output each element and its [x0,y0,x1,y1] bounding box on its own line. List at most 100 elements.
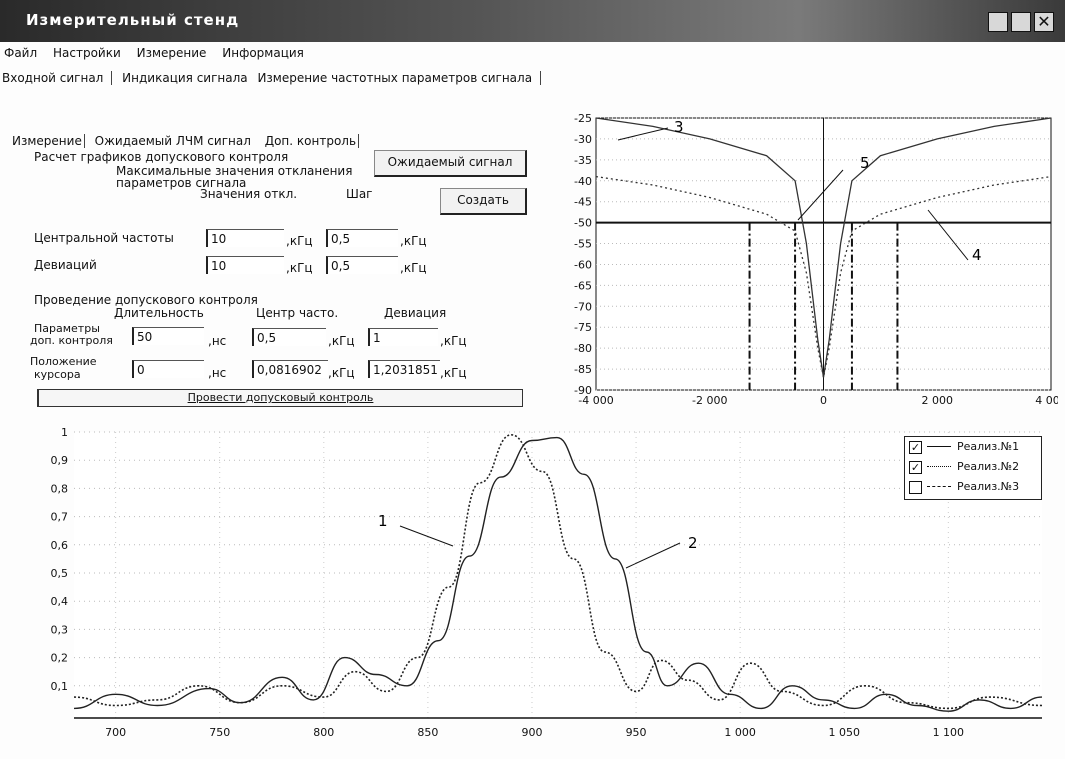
control-title: Проведение допускового контроля [34,293,258,307]
center-col-label: Центр часто. [256,306,338,320]
tab-expected-lfm[interactable]: Ожидаемый ЛЧМ сигнал [95,134,251,148]
menu-file[interactable]: Файл [4,46,37,60]
x-tick-label: 1 100 [933,726,965,739]
y-tick-label: 0,1 [51,680,69,693]
sub-tabs: Измерение Ожидаемый ЛЧМ сигнал Доп. конт… [12,134,365,148]
x-tick-label: 900 [521,726,542,739]
params-deviation-field[interactable]: 1 [368,328,438,346]
menu-info[interactable]: Информация [222,46,304,60]
spectrum-chart: 1 0,9 0,8 0,7 0,6 0,5 0,4 0,3 0,2 0,1 700 750 800 850… [8,428,1058,746]
tab-measurement[interactable]: Измерение [12,134,82,148]
annotation-label: 5 [860,154,870,172]
y-tick-label: 0,9 [51,454,69,467]
params-duration-field[interactable]: 50 [132,327,204,345]
unit-label: ,кГц [400,261,427,275]
y-tick-label: -85 [574,363,592,376]
annotation-label: 1 [378,512,388,530]
x-tick-label: 850 [417,726,438,739]
minimize-icon[interactable] [988,12,1008,32]
x-tick-label: 700 [105,726,126,739]
y-tick-label: -80 [574,342,592,355]
unit-label: ,кГц [400,234,427,248]
tab-frequency-measurement[interactable]: Измерение частотных параметров сигнала [257,71,532,85]
unit-label: ,кГц [440,366,467,380]
params-label-2: доп. контроля [30,334,113,347]
legend-line-dotted [927,466,951,467]
unit-label: ,кГц [328,366,355,380]
y-tick-label: 0,3 [51,623,69,636]
annotation-label: 3 [674,118,684,136]
x-tick-label: 1 000 [724,726,756,739]
center-freq-field[interactable]: 10 [206,229,284,247]
legend-label: Реализ.№1 [957,440,1019,453]
cursor-duration-field[interactable]: 0 [132,360,204,378]
y-tick-label: -65 [574,279,592,292]
annotation-label: 2 [688,534,698,552]
legend-checkbox-2[interactable]: ✓ [909,461,922,474]
legend-checkbox-1[interactable]: ✓ [909,441,922,454]
legend-checkbox-3[interactable] [909,481,922,494]
deviation-step-field[interactable]: 0,5 [326,256,398,274]
unit-label: ,нс [208,334,226,348]
legend-line-dashdot [927,486,951,487]
deviation-col-label: Девиация [384,306,446,320]
legend-label: Реализ.№3 [957,480,1019,493]
y-tick-label: 0,4 [51,595,69,608]
y-tick-label: -45 [574,196,592,209]
params-center-field[interactable]: 0,5 [252,328,326,346]
legend-item[interactable]: ✓ Реализ.№2 [905,457,1041,477]
x-tick-label: 800 [313,726,334,739]
x-tick-label: -4 000 [578,394,613,407]
cursor-label-1: Положение [30,355,97,368]
create-button[interactable]: Создать [440,188,527,215]
tab-extra-control[interactable]: Доп. контроль [265,134,356,148]
unit-label: ,кГц [286,261,313,275]
y-tick-label: 1 [61,428,68,439]
cursor-deviation-field[interactable]: 1,2031851 [368,360,440,378]
maximize-icon[interactable] [1011,12,1031,32]
y-tick-label: -30 [574,133,592,146]
cursor-label-2: курсора [34,368,81,381]
legend-line-solid [927,446,951,447]
y-tick-label: 0,2 [51,652,69,665]
annotation-label: 4 [972,246,982,264]
tab-input-signal[interactable]: Входной сигнал [2,71,103,85]
y-tick-label: -50 [574,217,592,230]
x-tick-label: 4 000 [1035,394,1058,407]
x-tick-label: 1 050 [828,726,860,739]
title-bar: Измерительный стенд ✕ [0,0,1065,42]
y-tick-label: -60 [574,258,592,271]
y-tick-label: 0,5 [51,567,69,580]
unit-label: ,нс [208,366,226,380]
menu-bar: Файл Настройки Измерение Информация [0,46,312,64]
duration-col-label: Длительность [114,306,204,320]
y-tick-label: 0,7 [51,511,69,524]
y-tick-label: -25 [574,112,592,125]
calc-title: Расчет графиков допускового контроля [34,150,288,164]
expected-signal-button[interactable]: Ожидаемый сигнал [374,150,527,177]
y-tick-label: -35 [574,154,592,167]
y-tick-label: -75 [574,321,592,334]
run-control-button[interactable]: Провести допусковый контроль [37,389,523,407]
x-tick-label: -2 000 [692,394,727,407]
menu-settings[interactable]: Настройки [53,46,121,60]
menu-measurement[interactable]: Измерение [137,46,207,60]
values-col-label: Значения откл. [200,187,297,201]
y-tick-label: -70 [574,300,592,313]
unit-label: ,кГц [286,234,313,248]
close-icon[interactable]: ✕ [1034,12,1054,32]
center-freq-step-field[interactable]: 0,5 [326,229,398,247]
window-title: Измерительный стенд [26,11,239,29]
center-freq-label: Центральной частоты [34,231,174,245]
legend-item[interactable]: Реализ.№3 [905,477,1041,497]
x-tick-label: 950 [626,726,647,739]
deviation-field[interactable]: 10 [206,256,284,274]
legend-item[interactable]: ✓ Реализ.№1 [905,437,1041,457]
tab-signal-indication[interactable]: Индикация сигнала [122,71,247,85]
step-col-label: Шаг [346,187,373,201]
cursor-center-field[interactable]: 0,0816902 [252,360,328,378]
y-tick-label: 0,8 [51,482,69,495]
spectrum-plot-area [74,432,1042,718]
legend-label: Реализ.№2 [957,460,1019,473]
